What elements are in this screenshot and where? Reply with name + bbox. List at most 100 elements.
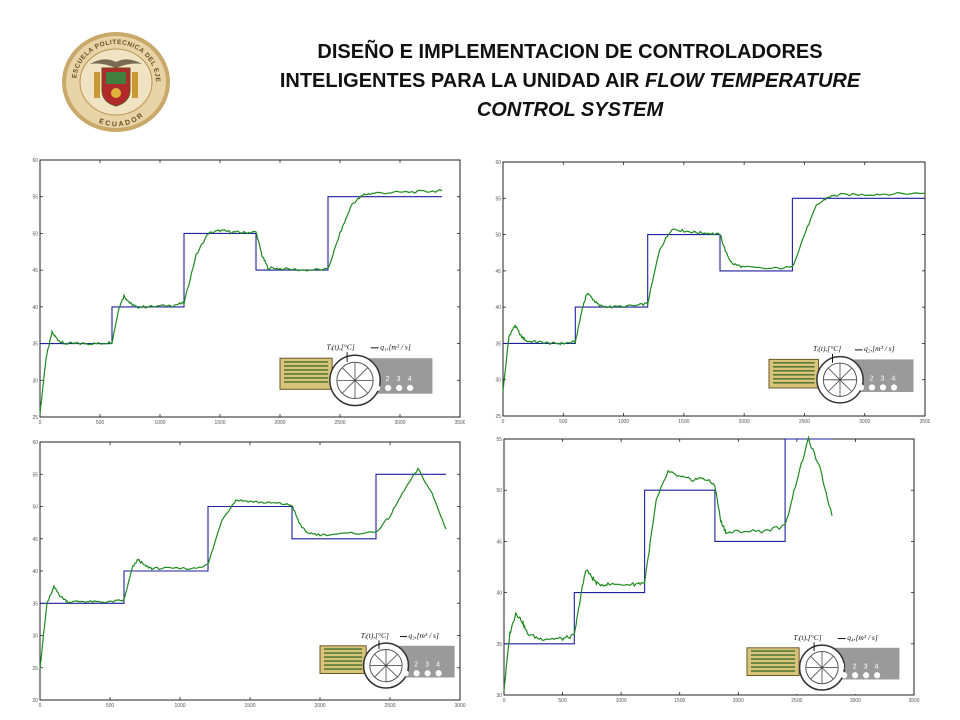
fan-blade xyxy=(810,667,823,679)
sensor-port xyxy=(407,384,414,392)
x-tick-label: 2000 xyxy=(274,420,285,426)
x-tick-label: 3000 xyxy=(394,420,405,426)
title-line-3: CONTROL SYSTEM xyxy=(190,96,950,125)
sensor-number: 4 xyxy=(436,661,440,668)
x-tick-label: 1000 xyxy=(154,420,165,426)
y-tick-label: 60 xyxy=(32,440,38,446)
y-tick-label: 40 xyxy=(32,569,38,575)
sensor-port xyxy=(874,672,881,679)
x-tick-label: 2000 xyxy=(739,419,750,425)
flow-label: q₂,[m³ / s] xyxy=(864,344,895,353)
sensor-port xyxy=(852,672,859,679)
x-tick-label: 2500 xyxy=(799,419,810,425)
temperature-response-line xyxy=(503,435,833,691)
y-tick-label: 60 xyxy=(32,158,38,164)
fan-blade xyxy=(385,654,398,666)
plot-bottom-left: 20 25 30 35 40 45 50 55 60 0 500 1000 1500 2000 2500 30… xyxy=(30,436,467,708)
university-logo: ESCUELA POLITECNICA DEL EJERCITO ECUADOR xyxy=(57,25,172,134)
sensor-port xyxy=(402,670,409,677)
y-tick-label: 50 xyxy=(32,231,38,237)
flow-label: q₃,[m³ / s] xyxy=(408,631,439,640)
y-tick-label: 45 xyxy=(32,268,38,274)
sensor-port xyxy=(879,384,887,391)
flow-label: q₁,[m³ / s] xyxy=(380,342,411,351)
title-line-2-italic: FLOW TEMPERATURE xyxy=(645,70,861,92)
plot-group: 25 30 35 40 45 50 55 60 0 500 1000 1500 2000 2500 3000… xyxy=(32,158,465,426)
fan-blade xyxy=(342,380,356,394)
chart-q1: 25 30 35 40 45 50 55 60 0 500 1000 1500 2000 2500 3000… xyxy=(32,158,465,426)
fan-blade xyxy=(354,367,368,381)
y-tick-label: 50 xyxy=(496,488,502,494)
x-tick-label: 500 xyxy=(559,419,568,425)
fan-rotor xyxy=(336,361,374,400)
y-tick-label: 50 xyxy=(32,505,38,511)
x-tick-label: 3500 xyxy=(919,419,930,425)
sensor-port xyxy=(857,384,865,391)
fan-blade xyxy=(839,379,852,392)
sensor-port xyxy=(396,384,403,392)
y-tick-label: 20 xyxy=(32,698,38,704)
x-tick-label: 500 xyxy=(96,420,105,426)
fan-rotor xyxy=(805,650,839,685)
process-diagram-inset: 1 2 3 4 Tᵢ(t),[°C] q₃,[m³ / s] xyxy=(316,626,456,692)
x-tick-label: 500 xyxy=(558,698,567,704)
sensor-number: 1 xyxy=(403,661,407,668)
fan-blade xyxy=(374,665,387,677)
x-tick-label: 2500 xyxy=(791,698,802,704)
sensor-port xyxy=(890,384,898,391)
sensor-number: 4 xyxy=(408,376,412,383)
y-tick-label: 55 xyxy=(32,472,38,478)
sensor-number: 4 xyxy=(892,375,896,382)
y-tick-label: 55 xyxy=(496,437,502,443)
fan-blade xyxy=(821,656,834,668)
temperature-label: Tᵢ(t),[°C] xyxy=(794,633,822,642)
setpoint-line xyxy=(40,196,442,345)
sensor-number: 1 xyxy=(375,376,379,383)
x-tick-label: 3000 xyxy=(850,698,861,704)
y-tick-label: 25 xyxy=(32,666,38,672)
y-tick-label: 25 xyxy=(32,415,38,421)
temperature-label: Tᵢ(t),[°C] xyxy=(813,344,841,353)
y-tick-label: 25 xyxy=(495,414,501,420)
x-tick-label: 500 xyxy=(106,703,115,708)
y-tick-label: 55 xyxy=(495,196,501,202)
sensor-number: 3 xyxy=(881,375,885,382)
x-tick-label: 2500 xyxy=(384,703,395,708)
sensor-number: 1 xyxy=(859,375,863,382)
x-tick-label: 1500 xyxy=(674,698,685,704)
fan-rotor xyxy=(822,362,858,397)
sensor-number: 3 xyxy=(397,376,401,383)
fan-blade xyxy=(342,367,356,381)
title-line-3-italic: CONTROL SYSTEM xyxy=(476,99,664,121)
university-crest-icon: ESCUELA POLITECNICA DEL EJERCITO ECUADOR xyxy=(57,25,170,132)
page-title: DISEÑO E IMPLEMENTACION DE CONTROLADORES… xyxy=(190,38,950,125)
x-tick-label: 1000 xyxy=(174,703,185,708)
fan-blade xyxy=(839,368,852,381)
chart-q2: 25 30 35 40 45 50 55 60 0 500 1000 1500 2000 2500 3000… xyxy=(495,160,930,425)
y-tick-label: 40 xyxy=(496,591,502,597)
x-tick-label: 2000 xyxy=(314,703,325,708)
sensor-port xyxy=(863,672,870,679)
sensor-number: 4 xyxy=(875,663,879,670)
plot-group: 20 25 30 35 40 45 50 55 60 0 500 1000 1500 2000 2500 30… xyxy=(32,440,465,708)
x-tick-label: 2000 xyxy=(733,698,744,704)
plot-group: 25 30 35 40 45 50 55 60 0 500 1000 1500 2000 2500 3000… xyxy=(495,160,930,425)
y-tick-label: 30 xyxy=(496,693,502,699)
setpoint-line xyxy=(504,438,832,645)
plot-bottom-right: 30 35 40 45 50 55 0 500 1000 1500 2000 2500 3000 3500… xyxy=(493,434,930,708)
y-tick-label: 50 xyxy=(495,233,501,239)
y-tick-label: 35 xyxy=(32,342,38,348)
sensor-port xyxy=(435,670,442,677)
x-tick-label: 3500 xyxy=(454,420,465,426)
sensor-port xyxy=(413,670,420,677)
x-tick-label: 0 xyxy=(39,703,42,708)
plot-top-right: 25 30 35 40 45 50 55 60 0 500 1000 1500 2000 2500 3000… xyxy=(493,157,930,427)
y-tick-label: 35 xyxy=(496,642,502,648)
fan-blade xyxy=(828,379,841,392)
x-tick-label: 1500 xyxy=(244,703,255,708)
x-tick-label: 1000 xyxy=(616,698,627,704)
sensor-port xyxy=(841,672,848,679)
y-tick-label: 40 xyxy=(32,305,38,311)
setpoint-line xyxy=(503,197,925,344)
sensor-number: 2 xyxy=(870,375,874,382)
